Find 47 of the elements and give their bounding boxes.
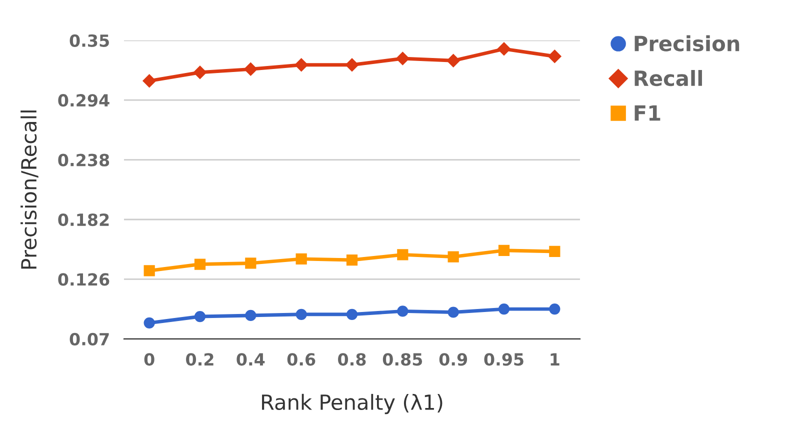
y-tick-label: 0.238 [58, 154, 110, 166]
point [193, 66, 207, 79]
y-tick-label: 0.35 [70, 34, 109, 47]
point [296, 308, 307, 320]
point [345, 58, 359, 72]
point [294, 58, 308, 72]
point [397, 249, 408, 260]
point [498, 304, 510, 315]
x-tick-label: 0.9 [439, 353, 468, 366]
point [549, 246, 560, 258]
y-axis-title: Precision/Recall [20, 110, 38, 269]
x-tick-label: 0.8 [338, 353, 366, 366]
point [244, 62, 258, 76]
point [296, 253, 307, 265]
point [245, 310, 256, 322]
point [448, 251, 459, 262]
x-tick-label: 0.4 [236, 353, 265, 366]
x-tick-label: 0 [144, 353, 154, 366]
point [497, 42, 511, 56]
point [396, 52, 410, 66]
y-tick-label: 0.126 [58, 273, 110, 286]
point [448, 306, 459, 318]
legend-label: F1 [634, 105, 660, 121]
y-tick-label: 0.07 [70, 332, 109, 346]
point [346, 308, 358, 320]
x-tick-label: 1 [550, 353, 560, 366]
point [498, 244, 510, 256]
point [245, 258, 256, 269]
point [144, 317, 155, 328]
x-tick-label: 0.85 [382, 353, 422, 366]
point [346, 254, 358, 266]
y-tick-label: 0.182 [58, 213, 109, 226]
x-axis-title: Rank Penalty (λ1) [262, 394, 442, 414]
point [194, 310, 206, 322]
y-tick-label: 0.294 [58, 94, 110, 107]
x-tick-label: 0.2 [186, 353, 214, 366]
point [548, 50, 562, 63]
point [142, 74, 156, 88]
point [446, 54, 460, 68]
point [549, 304, 560, 315]
legend-label: Recall [634, 70, 702, 86]
point [194, 258, 206, 270]
point [144, 265, 155, 276]
legend-label: Precision [634, 35, 740, 52]
x-tick-label: 0.6 [287, 353, 316, 366]
x-tick-label: 0.95 [484, 353, 524, 366]
point [397, 306, 408, 317]
